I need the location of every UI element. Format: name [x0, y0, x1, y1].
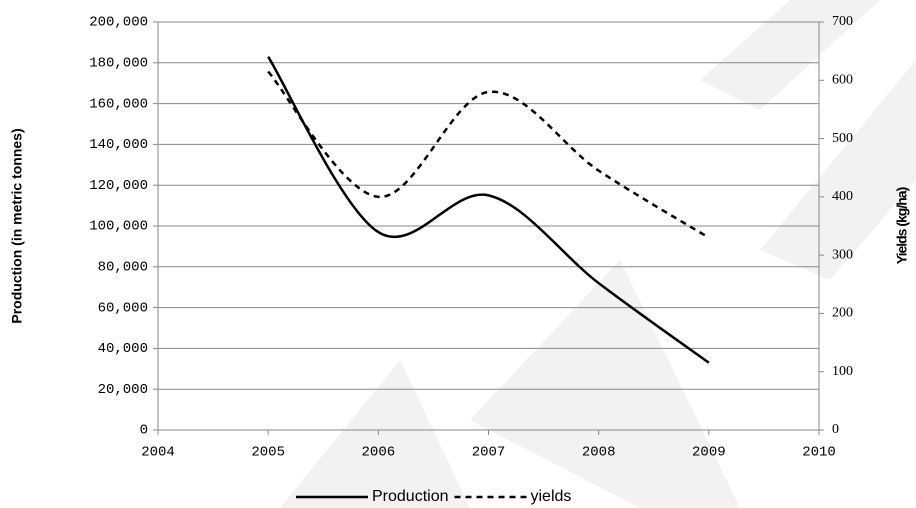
x-tick-label: 2008 — [582, 445, 616, 461]
y2-tick-label: 600 — [832, 73, 853, 88]
y2-tick-label: 200 — [832, 306, 853, 321]
y-tick-label: 200,000 — [89, 15, 148, 31]
y-tick-label: 60,000 — [98, 300, 148, 316]
y2-tick-label: 500 — [832, 131, 853, 146]
x-tick-label: 2004 — [141, 445, 175, 461]
x-tick-label: 2006 — [362, 445, 396, 461]
y-tick-label: 80,000 — [98, 260, 148, 276]
y2-tick-label: 100 — [832, 364, 853, 379]
line — [267, 70, 710, 239]
y-tick-label: 20,000 — [98, 382, 148, 398]
y2-tick-label: 300 — [832, 247, 853, 262]
y2-tick-label: 700 — [832, 14, 853, 29]
y-tick-label: 40,000 — [98, 341, 148, 357]
watermark — [280, 0, 916, 508]
y-axis-title: Production (in metric tonnes) — [9, 128, 25, 323]
y-tick-label: 120,000 — [89, 178, 148, 194]
line — [267, 56, 710, 364]
y2-axis-title: Yields (kg/ha) — [894, 187, 910, 264]
x-tick-label: 2005 — [251, 445, 285, 461]
legend-label: Production — [372, 488, 449, 505]
y2-tick-label: 400 — [832, 189, 853, 204]
legend-label: yields — [531, 488, 572, 505]
y-tick-label: 0 — [140, 423, 148, 439]
y-tick-label: 160,000 — [89, 96, 148, 112]
y-tick-label: 100,000 — [89, 219, 148, 235]
y2-tick-label: 0 — [832, 422, 839, 437]
y-tick-label: 140,000 — [89, 137, 148, 153]
y-tick-label: 180,000 — [89, 56, 148, 72]
x-tick-label: 2009 — [692, 445, 726, 461]
x-tick-label: 2010 — [802, 445, 836, 461]
x-tick-label: 2007 — [472, 445, 506, 461]
